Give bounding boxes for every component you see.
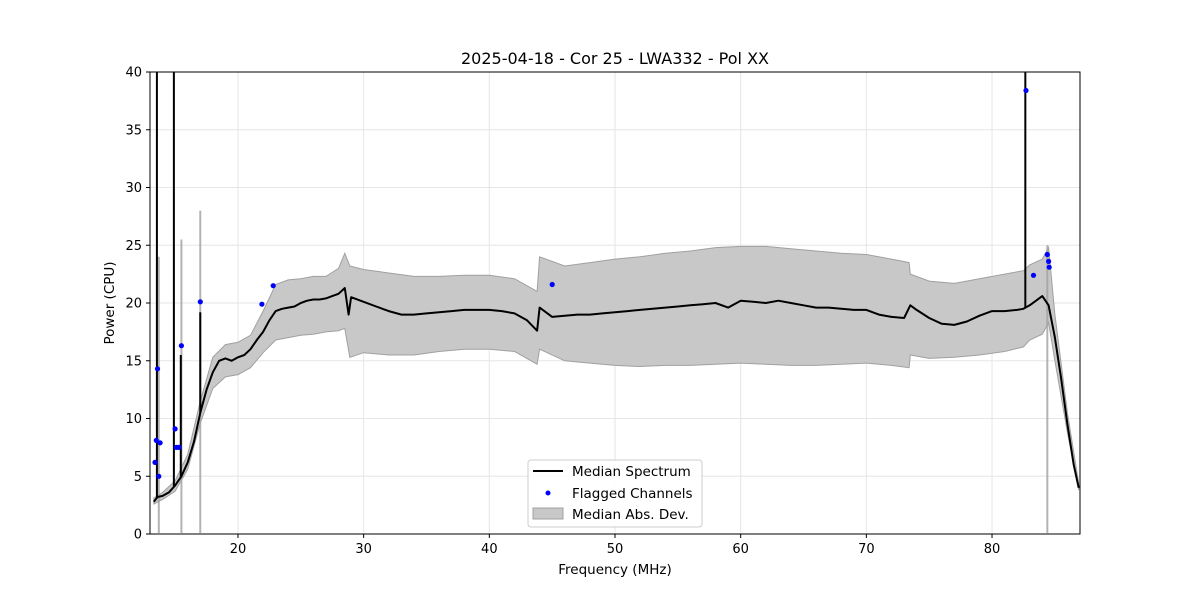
flagged-channel-point: [172, 426, 178, 432]
legend-band-swatch: [532, 507, 564, 520]
y-tick-label: 10: [125, 412, 142, 427]
x-tick-label: 30: [355, 542, 372, 557]
y-tick-label: 30: [125, 181, 142, 196]
x-tick-label: 50: [607, 542, 624, 557]
y-axis-ticks: 0 5 10 15 20 25 30 35 40: [125, 66, 150, 543]
y-tick-label: 5: [134, 470, 142, 485]
flagged-channel-point: [197, 299, 203, 305]
x-tick-label: 20: [230, 542, 247, 557]
median-line-layer: [153, 72, 1080, 503]
flagged-channel-point: [156, 473, 162, 479]
x-tick-label: 60: [732, 542, 749, 557]
y-tick-label: 40: [125, 66, 142, 81]
flagged-channel-point: [157, 440, 163, 446]
y-tick-label: 25: [125, 239, 142, 254]
x-tick-label: 40: [481, 542, 498, 557]
legend-box: [527, 459, 703, 528]
legend: Median Spectrum Flagged Channels Median …: [527, 459, 703, 528]
flagged-channel-point: [1046, 258, 1052, 264]
y-tick-label: 15: [125, 354, 142, 369]
y-tick-label: 35: [125, 123, 142, 138]
x-tick-label: 70: [858, 542, 875, 557]
flagged-channel-point: [176, 444, 182, 450]
mad-band: [153, 245, 1080, 505]
flagged-channel-point: [153, 437, 159, 443]
legend-median-abs-dev: Median Abs. Dev.: [572, 507, 689, 523]
median-spectrum-line: [153, 287, 1080, 503]
flagged-points-layer: [152, 87, 1052, 479]
flagged-channel-point: [1046, 264, 1052, 270]
chart-title: 2025-04-18 - Cor 25 - LWA332 - Pol XX: [461, 49, 769, 68]
flagged-channel-point: [1023, 87, 1029, 94]
x-axis-ticks: 20 30 40 50 60 70 80: [230, 534, 1001, 557]
x-tick-label: 80: [984, 542, 1001, 557]
flagged-channel-point: [178, 343, 184, 349]
flagged-channel-point: [259, 301, 265, 307]
legend-median-spectrum: Median Spectrum: [572, 464, 691, 480]
y-tick-label: 0: [134, 528, 142, 543]
flagged-channel-point: [270, 283, 276, 289]
legend-point-swatch: [545, 490, 551, 496]
flagged-channel-point: [1044, 251, 1050, 258]
flagged-channel-point: [549, 281, 555, 288]
flagged-channel-point: [152, 459, 158, 465]
flagged-channel-point: [1030, 272, 1037, 278]
x-axis-label: Frequency (MHz): [558, 562, 671, 578]
legend-flagged-channels: Flagged Channels: [572, 486, 693, 502]
y-axis-label: Power (CPU): [102, 261, 118, 344]
flagged-channel-point: [154, 366, 161, 372]
y-tick-label: 20: [125, 297, 142, 312]
